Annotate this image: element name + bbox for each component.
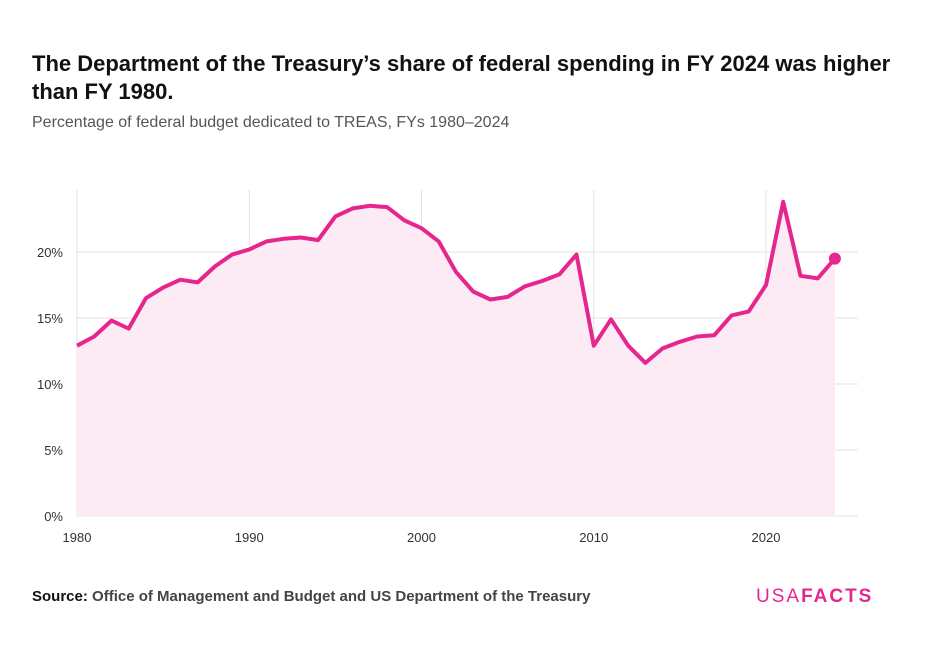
y-tick-label: 5% (44, 443, 63, 458)
area-fill (77, 201, 835, 517)
y-tick-label: 10% (37, 377, 63, 392)
source-label: Source: (32, 588, 88, 605)
chart-title: The Department of the Treasury’s share o… (32, 51, 891, 104)
source-text: Office of Management and Budget and US D… (92, 588, 591, 605)
usafacts-logo: USAFACTS (756, 586, 873, 608)
y-tick-label: 15% (37, 311, 63, 326)
x-tick-label: 2000 (407, 530, 436, 545)
y-tick-label: 20% (37, 245, 63, 260)
series-line (76, 199, 837, 365)
x-tick-label: 2020 (752, 530, 781, 545)
source-note: Source: Office of Management and Budget … (32, 588, 590, 605)
endpoint-marker (828, 252, 841, 265)
y-tick-label: 0% (44, 509, 63, 524)
logo-usa: USA (756, 586, 802, 607)
chart-subtitle: Percentage of federal budget dedicated t… (32, 114, 510, 131)
x-tick-label: 1980 (63, 530, 92, 545)
x-tick-label: 2010 (579, 530, 608, 545)
logo-facts: FACTS (801, 586, 874, 607)
x-tick-label: 1990 (235, 530, 264, 545)
